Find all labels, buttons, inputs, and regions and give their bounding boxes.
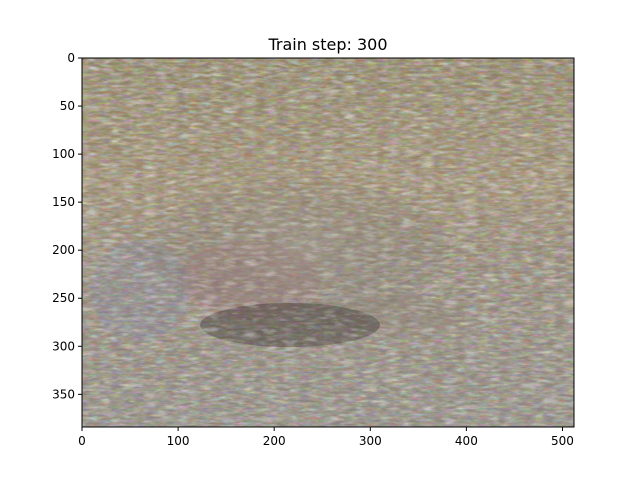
y-tick-label: 300 — [52, 339, 75, 353]
x-tick-label: 500 — [551, 434, 574, 448]
y-tick-label: 250 — [52, 291, 75, 305]
x-tick-label: 400 — [455, 434, 478, 448]
x-tick-label: 300 — [359, 434, 382, 448]
y-axis: 0 50 100 150 200 250 300 350 — [52, 51, 82, 401]
y-tick-label: 200 — [52, 243, 75, 257]
y-tick-label: 50 — [60, 99, 75, 113]
y-tick-label: 350 — [52, 387, 75, 401]
y-tick-label: 0 — [67, 51, 75, 65]
y-tick-label: 100 — [52, 147, 75, 161]
x-tick-label: 100 — [167, 434, 190, 448]
y-tick-label: 150 — [52, 195, 75, 209]
x-axis: 0 100 200 300 400 500 — [78, 427, 574, 448]
x-tick-label: 200 — [263, 434, 286, 448]
chart-title: Train step: 300 — [267, 35, 387, 54]
axes-frame — [81, 57, 575, 428]
image-area — [82, 58, 574, 427]
x-tick-label: 0 — [78, 434, 86, 448]
